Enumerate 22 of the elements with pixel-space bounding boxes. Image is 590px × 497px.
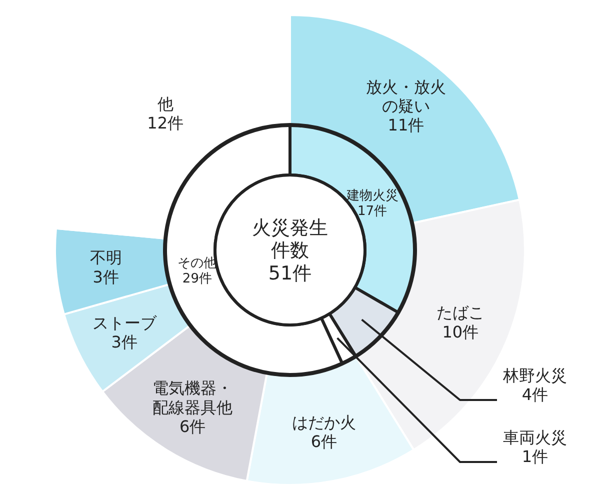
slice-label: 電気機器・配線器具他: [152, 378, 233, 417]
data-label: 3件: [92, 267, 119, 286]
slice-label: 林野火災: [502, 366, 567, 385]
slice-label: 建物火災: [345, 188, 398, 204]
text: 火災発生件数51件: [252, 216, 328, 284]
data-label: 3件: [111, 332, 138, 352]
data-label: 17件: [358, 204, 388, 219]
data-label: 6件: [180, 417, 206, 436]
slice-label: 放火・放火の疑い: [366, 77, 446, 116]
data-label: 10件: [442, 322, 479, 342]
slice-label: たばこ: [436, 303, 484, 322]
data-label: 12件: [147, 113, 184, 132]
data-label: 11件: [388, 116, 424, 135]
slice-label: はだか火: [292, 412, 356, 432]
slice-label: ストーブ: [92, 313, 158, 332]
slice-label: 車両火災: [503, 428, 567, 447]
data-label: 6件: [310, 432, 338, 452]
data-label: 29件: [182, 272, 212, 287]
data-label: 4件: [522, 385, 548, 404]
slice-label: 他: [157, 94, 174, 114]
slice-label: 不明: [90, 248, 122, 268]
data-label: 1件: [522, 447, 548, 466]
